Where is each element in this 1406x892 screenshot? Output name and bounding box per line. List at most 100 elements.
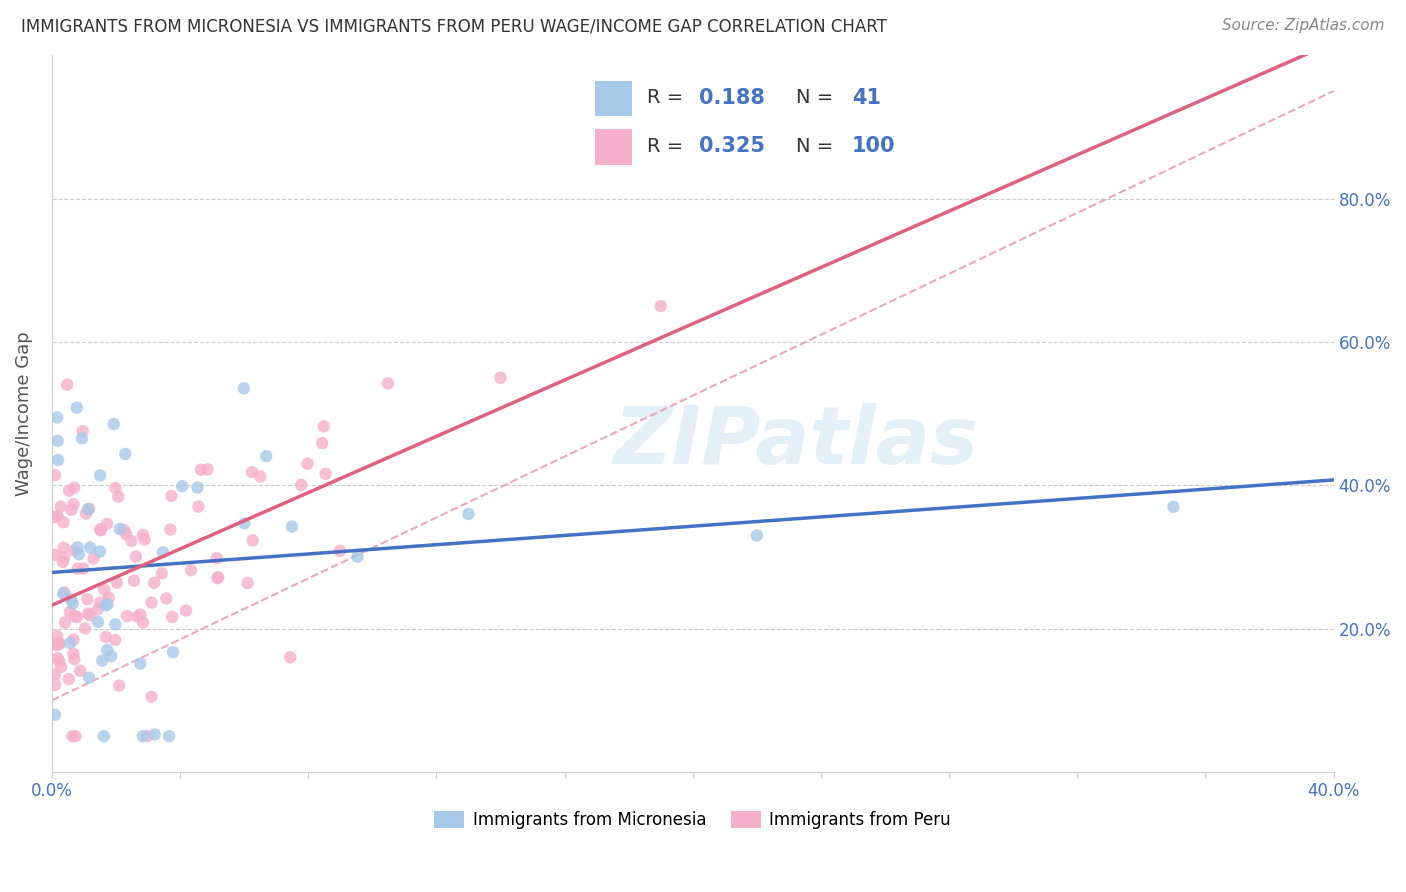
- Point: [329, 543, 352, 558]
- Point: [346, 549, 368, 564]
- Point: [60, 503, 83, 517]
- Point: [115, 527, 138, 541]
- Point: [52, 516, 75, 530]
- Point: [53, 585, 76, 599]
- Point: [45, 638, 67, 652]
- Point: [187, 500, 209, 514]
- Point: [162, 645, 184, 659]
- Point: [66, 610, 89, 624]
- Point: [79, 608, 101, 623]
- Point: [46, 629, 69, 643]
- Point: [232, 381, 254, 395]
- Point: [197, 462, 219, 476]
- Point: [49, 637, 72, 651]
- Point: [136, 729, 159, 743]
- Text: N =: N =: [796, 88, 839, 107]
- Point: [114, 447, 136, 461]
- Point: [297, 457, 319, 471]
- Point: [44, 468, 66, 483]
- Point: [62, 596, 84, 610]
- Point: [104, 632, 127, 647]
- Point: [108, 679, 131, 693]
- Point: [44, 707, 66, 722]
- Point: [96, 643, 118, 657]
- Point: [63, 543, 86, 558]
- Point: [377, 376, 399, 391]
- Point: [311, 436, 333, 450]
- Point: [63, 652, 86, 666]
- Text: ZIPatlas: ZIPatlas: [613, 403, 977, 482]
- Text: Source: ZipAtlas.com: Source: ZipAtlas.com: [1222, 18, 1385, 33]
- Point: [49, 500, 72, 514]
- Point: [52, 587, 75, 601]
- Point: [134, 533, 156, 547]
- Point: [44, 667, 66, 681]
- Point: [75, 622, 97, 636]
- Point: [77, 671, 100, 685]
- Point: [75, 507, 97, 521]
- Point: [233, 516, 256, 531]
- Point: [105, 575, 128, 590]
- Point: [186, 481, 208, 495]
- Point: [62, 647, 84, 661]
- Point: [108, 522, 131, 536]
- Point: [132, 615, 155, 630]
- Point: [129, 607, 152, 622]
- Point: [155, 591, 177, 606]
- Point: [190, 463, 212, 477]
- Point: [91, 654, 114, 668]
- Point: [150, 566, 173, 581]
- Point: [1163, 500, 1185, 514]
- Point: [66, 561, 89, 575]
- Point: [46, 434, 69, 448]
- Point: [94, 599, 117, 613]
- Point: [58, 483, 80, 498]
- Point: [53, 615, 76, 630]
- Point: [70, 431, 93, 445]
- Point: [152, 545, 174, 559]
- Point: [240, 465, 263, 479]
- Bar: [595, 128, 631, 165]
- Point: [60, 729, 83, 743]
- Point: [89, 596, 111, 610]
- Point: [141, 596, 163, 610]
- Point: [745, 528, 768, 542]
- Text: R =: R =: [647, 136, 689, 156]
- Point: [46, 453, 69, 467]
- Point: [281, 519, 304, 533]
- Point: [67, 547, 90, 561]
- Point: [100, 649, 122, 664]
- Point: [44, 548, 66, 562]
- Point: [115, 609, 138, 624]
- Point: [46, 410, 69, 425]
- Point: [56, 377, 79, 392]
- Bar: [595, 80, 631, 117]
- Point: [457, 507, 479, 521]
- Point: [76, 592, 98, 607]
- Point: [290, 478, 312, 492]
- Point: [312, 419, 335, 434]
- Point: [103, 417, 125, 431]
- Point: [94, 630, 117, 644]
- Point: [82, 551, 104, 566]
- Point: [160, 489, 183, 503]
- Point: [174, 604, 197, 618]
- Point: [59, 605, 82, 619]
- Point: [89, 522, 111, 536]
- Point: [489, 370, 512, 384]
- Point: [254, 449, 277, 463]
- Point: [89, 468, 111, 483]
- Point: [207, 571, 229, 585]
- Point: [315, 467, 337, 481]
- Point: [132, 528, 155, 542]
- Point: [59, 592, 82, 607]
- Point: [96, 598, 118, 612]
- Point: [44, 510, 66, 524]
- Point: [65, 729, 87, 743]
- Text: R =: R =: [647, 88, 689, 107]
- Text: N =: N =: [796, 136, 839, 156]
- Point: [96, 516, 118, 531]
- Point: [278, 650, 301, 665]
- Point: [129, 657, 152, 671]
- Point: [120, 533, 142, 548]
